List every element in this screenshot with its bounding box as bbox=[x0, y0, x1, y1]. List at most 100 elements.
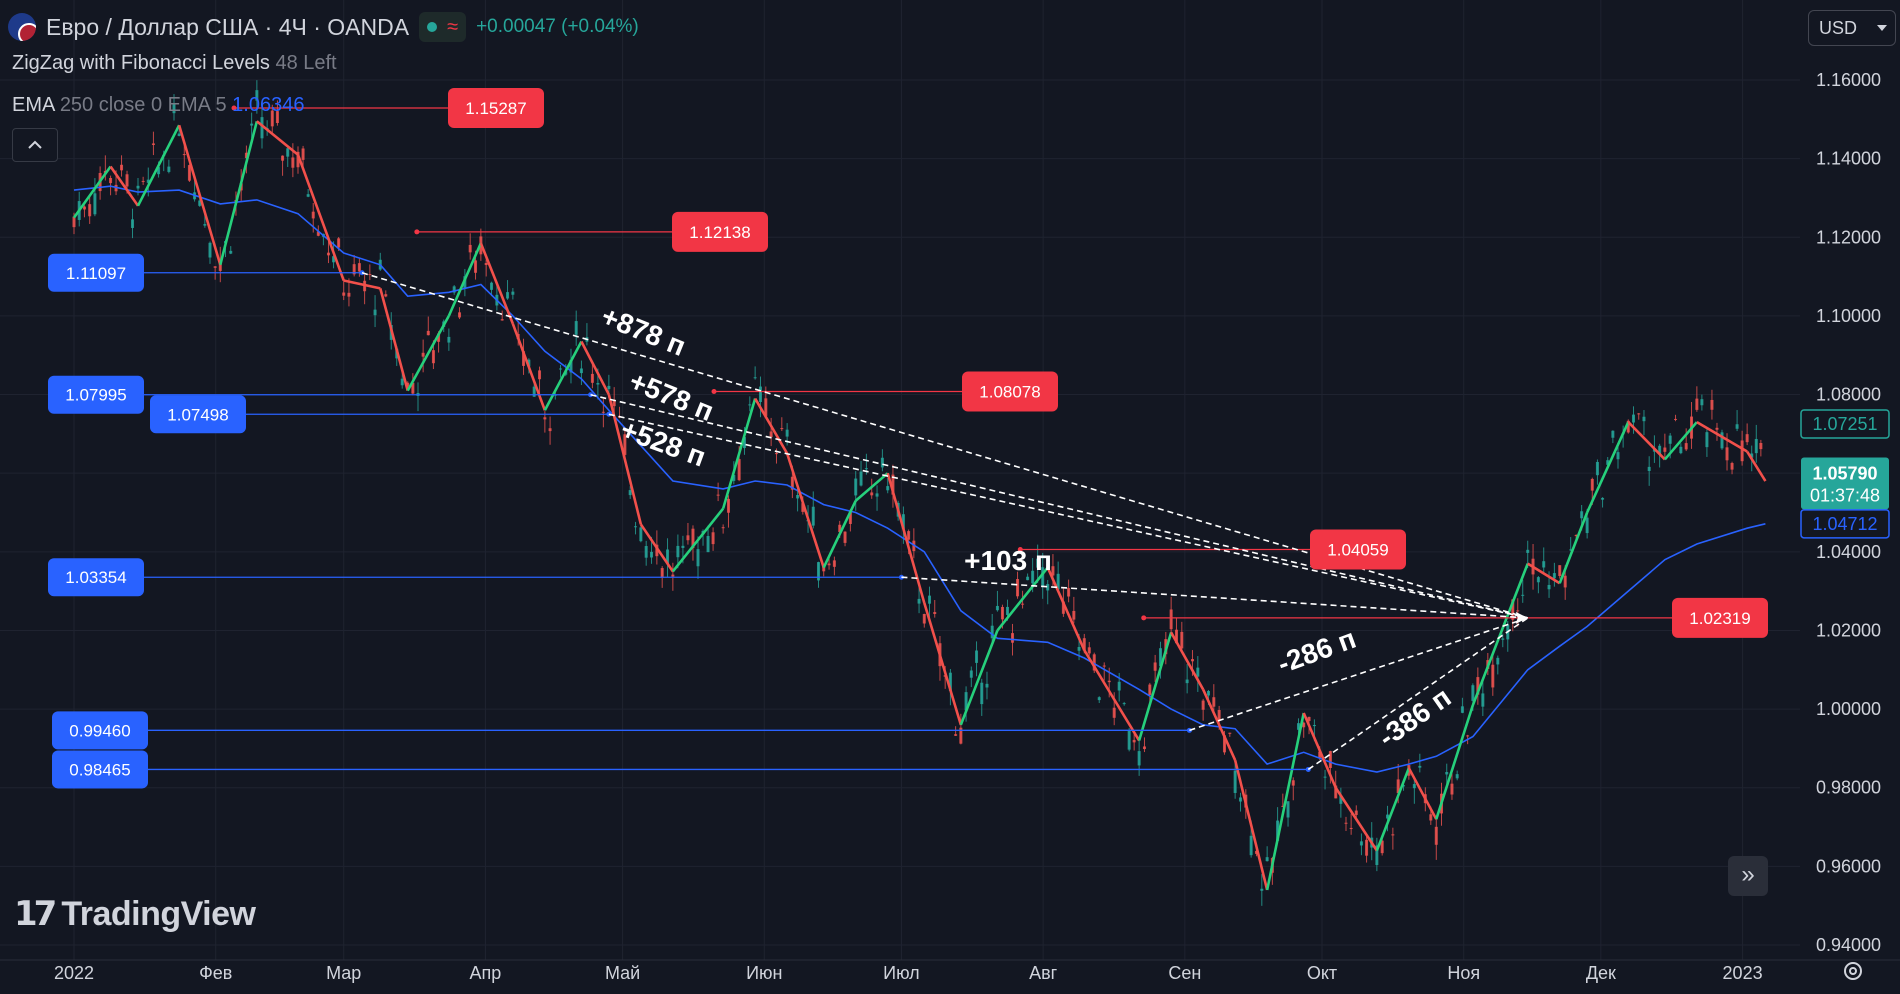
candle-body bbox=[764, 398, 768, 416]
candle-body bbox=[131, 219, 135, 228]
zigzag-up-segment bbox=[447, 242, 483, 317]
zigzag-up-segment bbox=[721, 398, 757, 509]
candle-body bbox=[538, 370, 542, 380]
candle-body bbox=[1281, 805, 1285, 807]
candle-body bbox=[623, 434, 627, 455]
approx-icon: ≈ bbox=[447, 15, 459, 38]
candle-body bbox=[854, 478, 858, 496]
zigzag-up-segment bbox=[1375, 767, 1411, 852]
candle-body bbox=[579, 368, 583, 374]
market-status-pill[interactable]: ≈ bbox=[419, 12, 467, 42]
candle-body bbox=[1380, 840, 1384, 854]
candle-body bbox=[985, 683, 989, 688]
candle-body bbox=[1658, 445, 1662, 454]
candle-body bbox=[1334, 785, 1338, 799]
chart-settings-gear-icon[interactable] bbox=[1840, 958, 1866, 984]
candle-body bbox=[1158, 648, 1162, 667]
candle-body bbox=[326, 252, 330, 256]
candle-body bbox=[742, 437, 746, 449]
candle-body bbox=[639, 527, 643, 542]
collapse-legend-button[interactable] bbox=[12, 128, 58, 162]
candle-body bbox=[1137, 751, 1141, 766]
price-label-red-text: 1.08078 bbox=[979, 382, 1040, 401]
candle-body bbox=[917, 598, 921, 604]
candle-body bbox=[1276, 820, 1280, 841]
projection-arrow bbox=[901, 576, 1528, 619]
candle-body bbox=[187, 165, 191, 181]
candle-body bbox=[474, 260, 478, 273]
zigzag-up-segment bbox=[996, 566, 1049, 632]
level-start-dot bbox=[1141, 615, 1147, 621]
zigzag-down-segment bbox=[479, 242, 515, 325]
indicator-ema-value: 1.06346 bbox=[232, 94, 305, 116]
candle-body bbox=[706, 536, 710, 553]
candle-body bbox=[337, 238, 341, 248]
time-axis-tick: Авг bbox=[1029, 963, 1058, 983]
candle-body bbox=[801, 503, 805, 512]
zigzag-down-segment bbox=[1201, 688, 1237, 761]
candle-body bbox=[120, 164, 124, 171]
indicator-ema-legend[interactable]: EMA 250 close 0 EMA 5 1.06346 bbox=[12, 94, 304, 117]
time-axis-tick: 2022 bbox=[54, 963, 94, 983]
projection-arrow bbox=[608, 413, 1528, 619]
candle-body bbox=[1735, 424, 1739, 429]
zigzag-down-segment bbox=[343, 279, 381, 290]
time-axis-tick: Дек bbox=[1586, 963, 1616, 983]
candle-body bbox=[859, 471, 863, 486]
candle-body bbox=[1228, 732, 1232, 734]
price-label-red bbox=[1310, 529, 1406, 570]
candle-body bbox=[1117, 681, 1121, 691]
candle-body bbox=[484, 262, 488, 266]
candle-body bbox=[1021, 603, 1025, 605]
candle-body bbox=[548, 428, 552, 432]
candle-body bbox=[1291, 780, 1295, 786]
ema-layer bbox=[73, 185, 1766, 773]
candle-body bbox=[1180, 631, 1184, 649]
candle-body bbox=[1511, 599, 1515, 620]
candle-body bbox=[1354, 810, 1358, 815]
candle-body bbox=[907, 531, 911, 540]
time-axis-tick: Окт bbox=[1307, 963, 1337, 983]
candle-body bbox=[796, 494, 800, 499]
candle-body bbox=[875, 493, 879, 497]
pip-annotation: +878 п bbox=[597, 300, 690, 362]
candle-body bbox=[1429, 814, 1433, 821]
candle-body bbox=[959, 727, 963, 744]
scroll-to-realtime-button[interactable]: » bbox=[1728, 856, 1768, 896]
candle-body bbox=[1740, 440, 1744, 462]
candle-body bbox=[447, 336, 451, 343]
candle-body bbox=[1674, 418, 1678, 420]
symbol-title[interactable]: Евро / Доллар США · 4Ч · OANDA bbox=[46, 13, 410, 40]
candle-body bbox=[109, 178, 113, 184]
candle-body bbox=[1153, 662, 1157, 671]
candle-body bbox=[88, 204, 92, 217]
candle-body bbox=[406, 382, 410, 387]
candle-body bbox=[644, 546, 648, 558]
indicator-zigzag-legend[interactable]: ZigZag with Fibonacci Levels 48 Left bbox=[12, 52, 337, 75]
candle-body bbox=[1174, 629, 1178, 644]
candle-body bbox=[1169, 609, 1173, 630]
candle-body bbox=[1386, 814, 1390, 819]
candle-body bbox=[296, 151, 300, 168]
candle-body bbox=[1585, 517, 1589, 534]
time-axis: 2022 Фев Мар Апр Май Июн Июл Авг Сен Окт Ноя Дек 202… bbox=[0, 959, 1900, 983]
candle-body bbox=[790, 476, 794, 490]
candle-body bbox=[848, 511, 852, 524]
candle-body bbox=[400, 378, 404, 386]
candle-body bbox=[1606, 460, 1610, 465]
candle-body bbox=[1642, 416, 1646, 422]
candle-body bbox=[1026, 576, 1030, 581]
candle-body bbox=[1142, 746, 1146, 750]
candle-body bbox=[347, 292, 351, 297]
price-label-red-text: 1.12138 bbox=[689, 223, 750, 242]
candle-body bbox=[437, 333, 441, 342]
candle-body bbox=[373, 309, 377, 316]
currency-select[interactable]: USD bbox=[1808, 10, 1896, 46]
candle-body bbox=[1695, 398, 1699, 410]
candle-body bbox=[1679, 446, 1683, 454]
zigzag-down-segment bbox=[1527, 562, 1561, 585]
candle-body bbox=[1233, 770, 1237, 793]
candle-body bbox=[1148, 684, 1152, 695]
candle-body bbox=[827, 563, 831, 566]
